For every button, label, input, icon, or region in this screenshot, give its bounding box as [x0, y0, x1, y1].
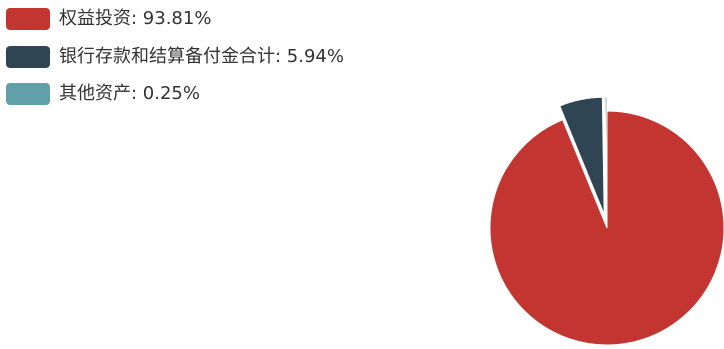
legend-item-other-assets[interactable]: 其他资产: 0.25%	[6, 82, 344, 106]
legend-label-bank-deposits: 银行存款和结算备付金合计: 5.94%	[59, 45, 344, 67]
legend-label-equity: 权益投资: 93.81%	[59, 8, 212, 29]
legend-item-bank-deposits[interactable]: 银行存款和结算备付金合计: 5.94%	[6, 45, 344, 69]
legend-label-other-assets: 其他资产: 0.25%	[59, 83, 200, 104]
chart-legend: 权益投资: 93.81% 银行存款和结算备付金合计: 5.94% 其他资产: 0…	[6, 7, 344, 120]
legend-swatch-equity	[6, 8, 50, 30]
legend-swatch-other-assets	[6, 83, 50, 105]
pie-slice-other-assets[interactable]	[604, 96, 608, 215]
legend-swatch-bank-deposits	[6, 45, 50, 68]
legend-item-equity[interactable]: 权益投资: 93.81%	[6, 7, 344, 31]
pie-slice-bank-deposits[interactable]	[559, 96, 605, 215]
pie-slice-equity[interactable]	[489, 110, 724, 346]
